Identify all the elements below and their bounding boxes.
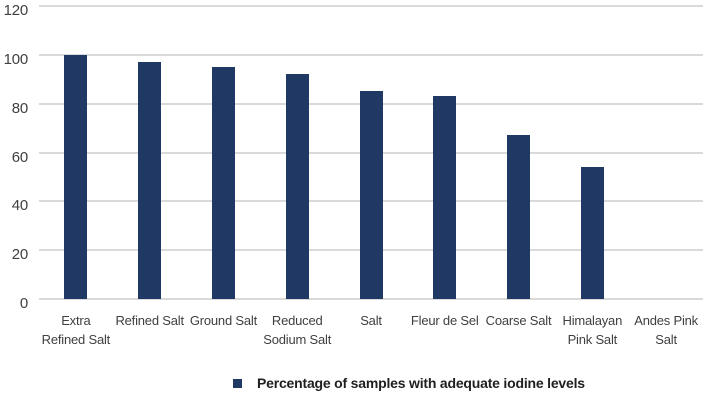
bar (64, 54, 88, 299)
x-axis-category-label: Himalayan Pink Salt (562, 313, 623, 347)
x-axis-category-label: Extra Refined Salt (41, 313, 111, 347)
bar (433, 96, 457, 299)
legend-label: Percentage of samples with adequate iodi… (257, 375, 585, 391)
x-axis-category-label: Ground Salt (189, 313, 258, 328)
y-axis-tick-label: 120 (3, 2, 29, 19)
y-axis-tick-label: 100 (3, 50, 29, 68)
bar (580, 167, 604, 299)
grid-line (39, 5, 703, 7)
x-axis-category-label: Andes Pink Salt (634, 313, 698, 347)
bar (285, 74, 309, 299)
bar (359, 91, 383, 299)
bar (211, 67, 235, 299)
grid-line (39, 298, 703, 300)
y-axis-tick-label: 0 (19, 295, 28, 312)
grid-line (39, 53, 703, 56)
y-axis-tick-label: 20 (11, 246, 29, 264)
bar (138, 62, 162, 299)
legend: Percentage of samples with adequate iodi… (233, 374, 585, 392)
y-axis-tick-label: 40 (11, 197, 29, 215)
x-axis-category-label: Salt (360, 313, 382, 328)
legend-swatch-icon (233, 378, 242, 388)
x-axis-category-label: Refined Salt (115, 313, 184, 328)
y-axis-tick-label: 60 (11, 148, 29, 166)
x-axis-category-label: Reduced Sodium Salt (263, 313, 332, 347)
x-axis-category-label: Fleur de Sel (410, 313, 479, 328)
bar (507, 135, 531, 299)
y-axis-tick-label: 80 (11, 99, 29, 117)
x-axis-category-label: Coarse Salt (485, 313, 552, 328)
